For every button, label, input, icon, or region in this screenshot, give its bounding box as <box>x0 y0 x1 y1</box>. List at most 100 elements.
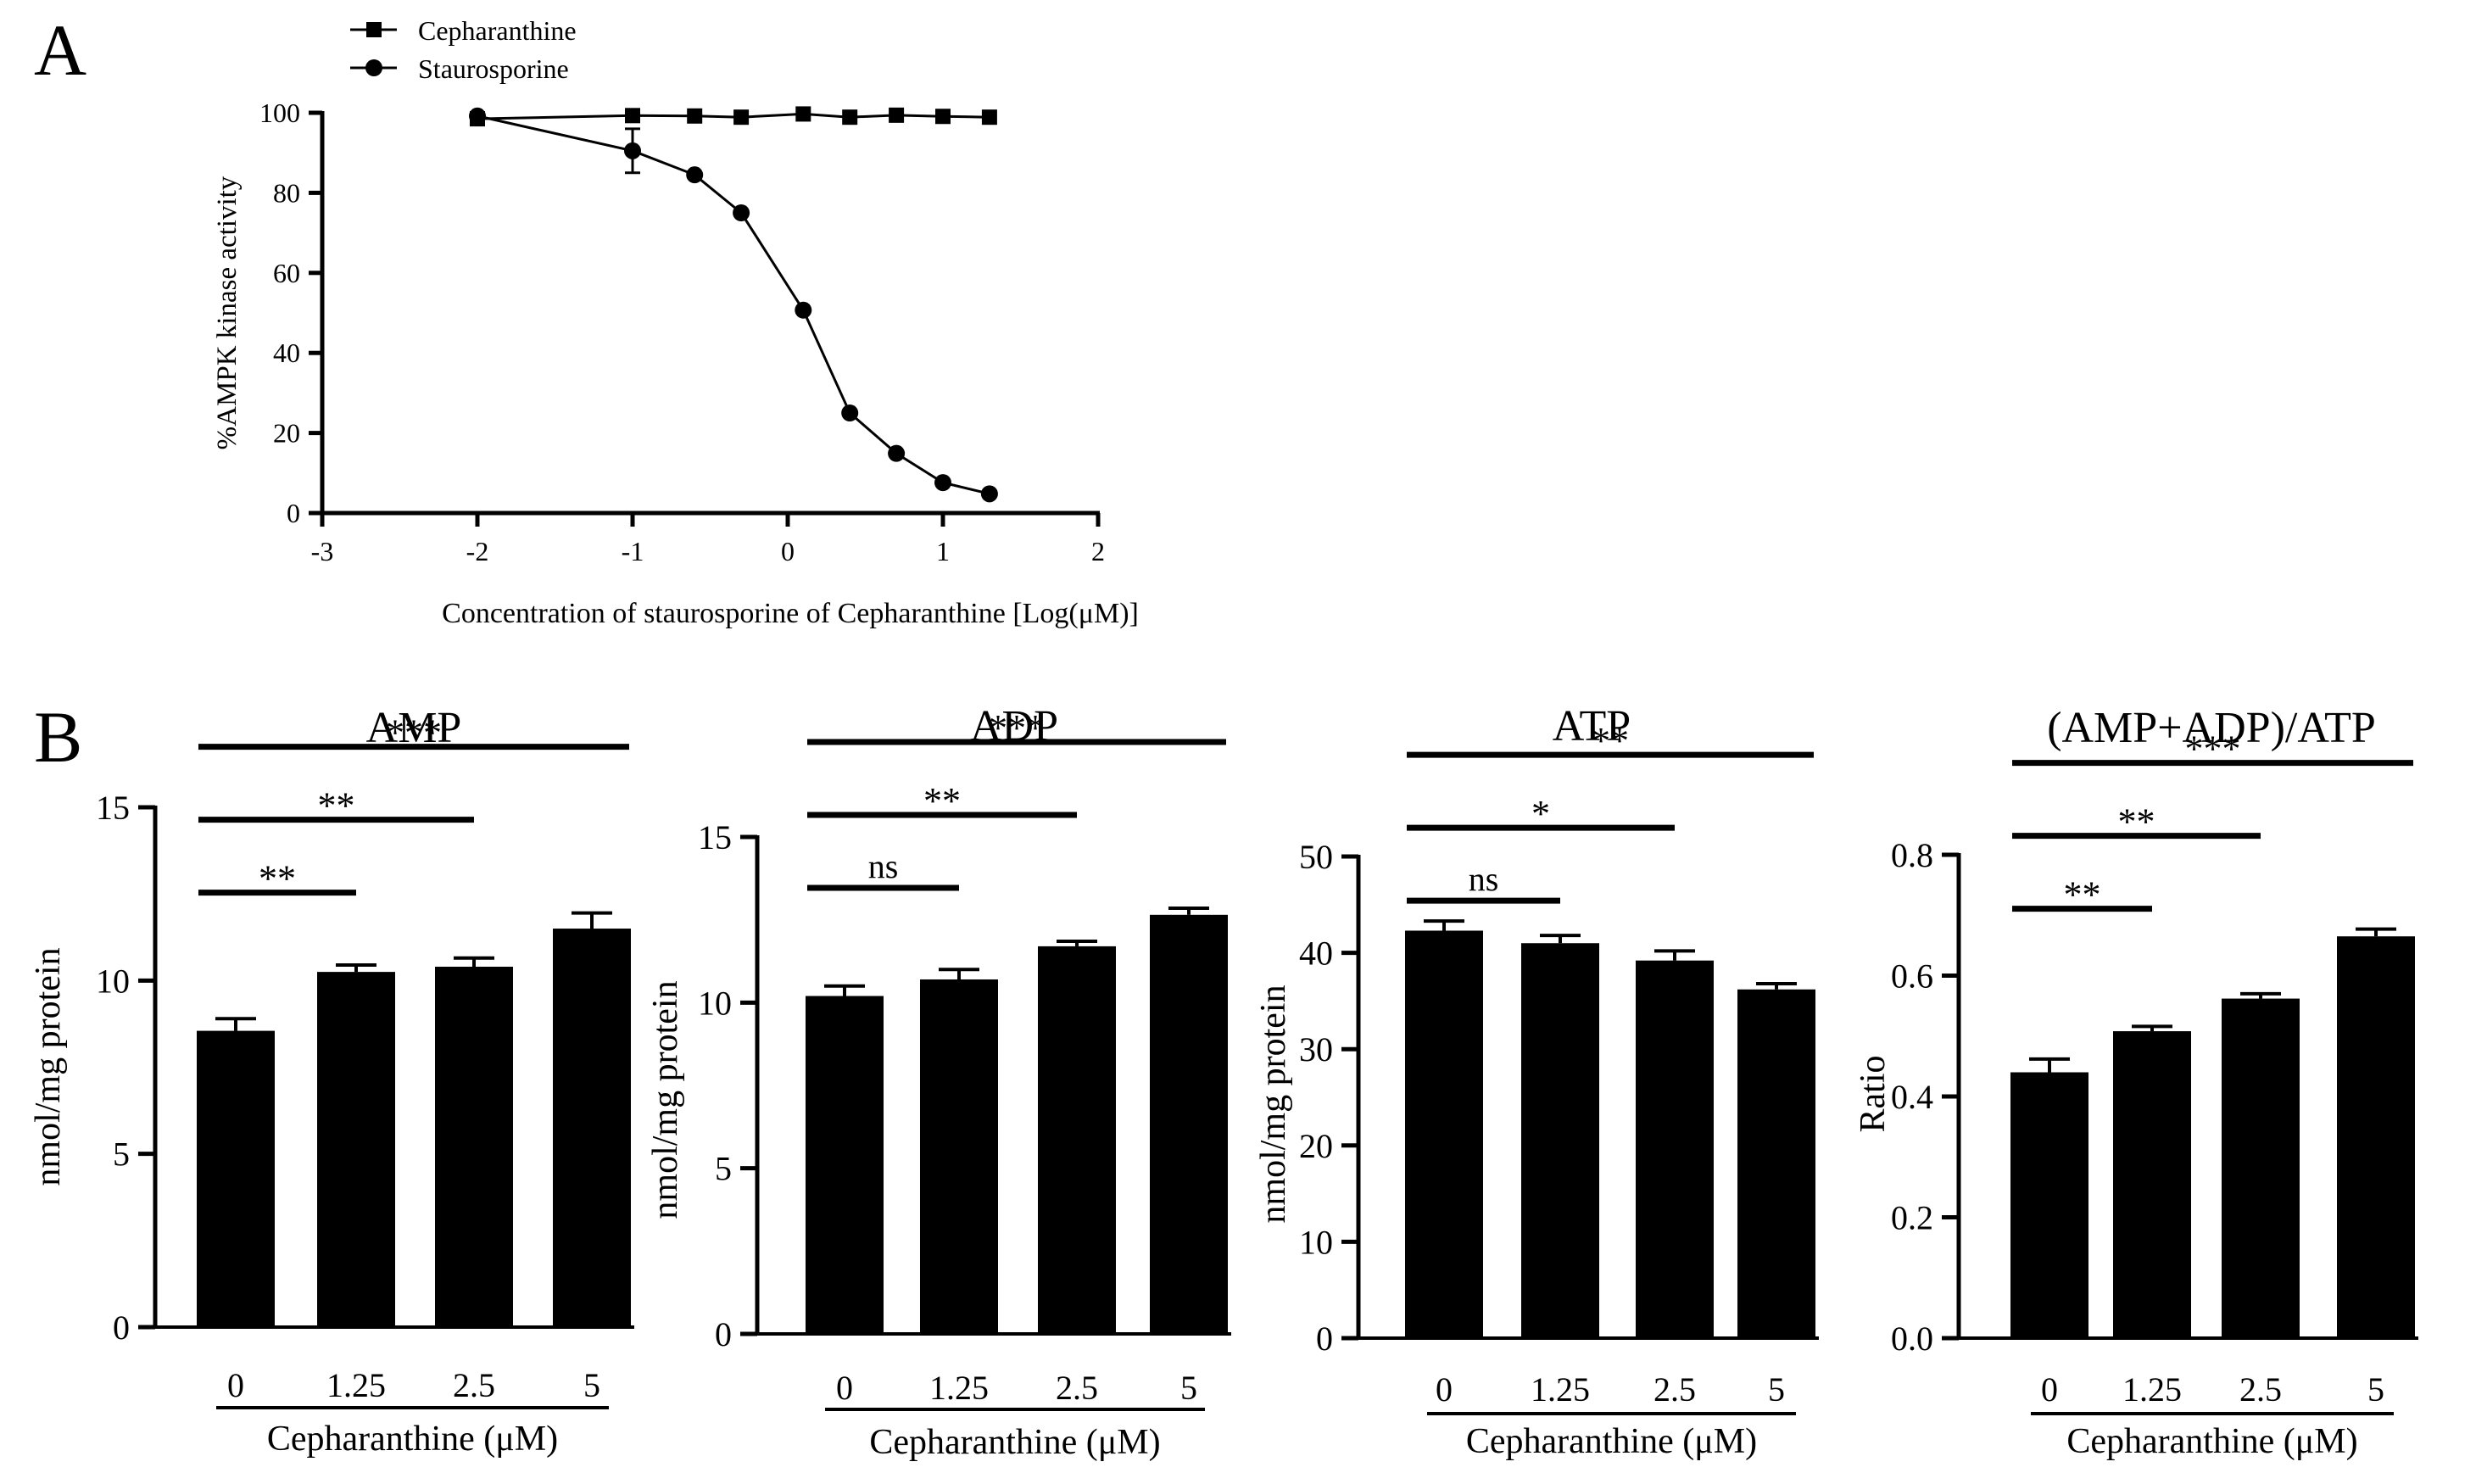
data-point <box>625 108 640 124</box>
y-tick-label: 0.8 <box>1891 836 1933 874</box>
significance-label: ** <box>2118 801 2155 843</box>
y-tick-label: 20 <box>273 418 300 449</box>
y-tick-label: 10 <box>96 962 130 1000</box>
significance-label: ns <box>1469 860 1499 898</box>
x-tick-label: 2.5 <box>2239 1370 2282 1409</box>
panel-label-b: B <box>34 696 82 778</box>
significance-label: * <box>1531 793 1550 834</box>
data-point <box>469 107 486 125</box>
y-tick-label: 40 <box>273 338 300 368</box>
data-point <box>889 107 905 123</box>
bar <box>1521 943 1599 1338</box>
data-point <box>888 444 906 462</box>
bar <box>1636 960 1714 1338</box>
x-tick-label: 0 <box>1436 1370 1453 1409</box>
line-chart-panel-a: 0 20 40 60 80 100 -3 -2 -1 0 1 2 Concentration of st… <box>212 15 1139 629</box>
y-axis-label: Ratio <box>1854 1056 1893 1133</box>
data-point <box>686 166 704 184</box>
y-tick-label: 80 <box>273 177 300 208</box>
x-tick-label: 0 <box>781 536 795 566</box>
bar <box>2222 998 2300 1338</box>
bar <box>920 979 998 1334</box>
y-tick-label: 40 <box>1299 934 1333 973</box>
x-tick-label: 1 <box>936 536 950 566</box>
x-axis-label: Cepharanthine (μM) <box>267 1420 558 1459</box>
significance-label: ** <box>1592 720 1629 762</box>
y-tick-label: 0.2 <box>1891 1199 1933 1237</box>
legend-marker <box>366 22 382 37</box>
data-point <box>842 109 858 126</box>
x-tick-label: 5 <box>1180 1369 1197 1407</box>
x-tick-label: 2 <box>1091 536 1105 566</box>
significance-label: ** <box>923 780 961 822</box>
bar <box>2113 1031 2191 1338</box>
bar <box>1038 946 1116 1334</box>
bar <box>317 972 395 1327</box>
x-tick-label: 5 <box>583 1366 600 1404</box>
bar <box>2337 936 2415 1338</box>
data-point <box>795 106 811 122</box>
significance-label: ** <box>259 858 296 900</box>
data-point <box>624 142 641 159</box>
y-tick-label: 100 <box>259 98 300 128</box>
x-tick-label: 0 <box>227 1366 244 1404</box>
y-tick-label: 0.6 <box>1891 957 1933 996</box>
data-point <box>934 474 951 492</box>
y-tick-label: 0 <box>1316 1319 1333 1358</box>
bar <box>2010 1072 2088 1338</box>
x-tick-label: -1 <box>622 536 644 566</box>
x-tick-label: 5 <box>1768 1370 1785 1409</box>
x-tick-label: 2.5 <box>1056 1369 1098 1407</box>
x-tick-label: 2.5 <box>453 1366 495 1404</box>
legend-label: Cepharanthine <box>418 15 577 46</box>
bar <box>197 1030 275 1327</box>
x-tick-label: 1.25 <box>929 1369 989 1407</box>
x-tick-label: 2.5 <box>1653 1370 1696 1409</box>
x-tick-label: 5 <box>2367 1370 2384 1409</box>
x-axis-label: Cepharanthine (μM) <box>869 1423 1160 1462</box>
bar-chart-ratio: (AMP+ADP)/ATP 0.0 0.2 0.4 0.6 0.8 Ratio 0 1.25 2.… <box>1854 704 2418 1461</box>
significance-label: ** <box>318 785 355 827</box>
y-tick-label: 5 <box>715 1150 732 1188</box>
x-tick-label: -2 <box>466 536 489 566</box>
data-point <box>687 108 703 124</box>
y-axis-label: nmol/mg protein <box>29 947 68 1186</box>
data-point <box>795 301 812 319</box>
x-axis-label: Cepharanthine (μM) <box>1466 1422 1757 1461</box>
y-tick-label: 5 <box>113 1135 130 1174</box>
chart-title: (AMP+ADP)/ATP <box>2047 704 2376 752</box>
significance-label: *** <box>989 707 1045 749</box>
bar <box>1405 930 1483 1338</box>
bar <box>1737 989 1815 1338</box>
x-tick-label: 1.25 <box>326 1366 386 1404</box>
data-point <box>980 485 998 503</box>
significance-label: *** <box>386 712 442 754</box>
data-point <box>841 404 859 421</box>
x-axis-label: Cepharanthine (μM) <box>2066 1422 2357 1461</box>
x-tick-label: 0 <box>2041 1370 2058 1409</box>
y-axis-label: %AMPK kinase activity <box>212 176 243 449</box>
legend-marker <box>365 59 382 76</box>
y-tick-label: 50 <box>1299 838 1333 876</box>
y-tick-label: 30 <box>1299 1030 1333 1068</box>
panel-label-a: A <box>34 9 86 91</box>
bar-chart-atp: ATP 0 10 20 30 40 50 nmol/mg protein 0 1.25 2.5 5 Ce… <box>1254 702 1819 1461</box>
series-line <box>477 112 990 120</box>
y-tick-label: 0 <box>113 1308 130 1347</box>
y-tick-label: 10 <box>698 984 732 1022</box>
bar <box>806 996 884 1334</box>
y-tick-label: 0.0 <box>1891 1319 1933 1358</box>
data-point <box>733 109 750 126</box>
data-point <box>981 109 997 126</box>
chart-title: ATP <box>1553 702 1631 750</box>
series-line <box>477 114 990 495</box>
bar <box>1150 914 1228 1334</box>
x-tick-label: 1.25 <box>2122 1370 2182 1409</box>
y-tick-label: 20 <box>1299 1127 1333 1165</box>
y-tick-label: 0 <box>715 1315 732 1353</box>
y-axis-label: nmol/mg protein <box>646 980 685 1219</box>
legend-label: Staurosporine <box>418 53 569 84</box>
